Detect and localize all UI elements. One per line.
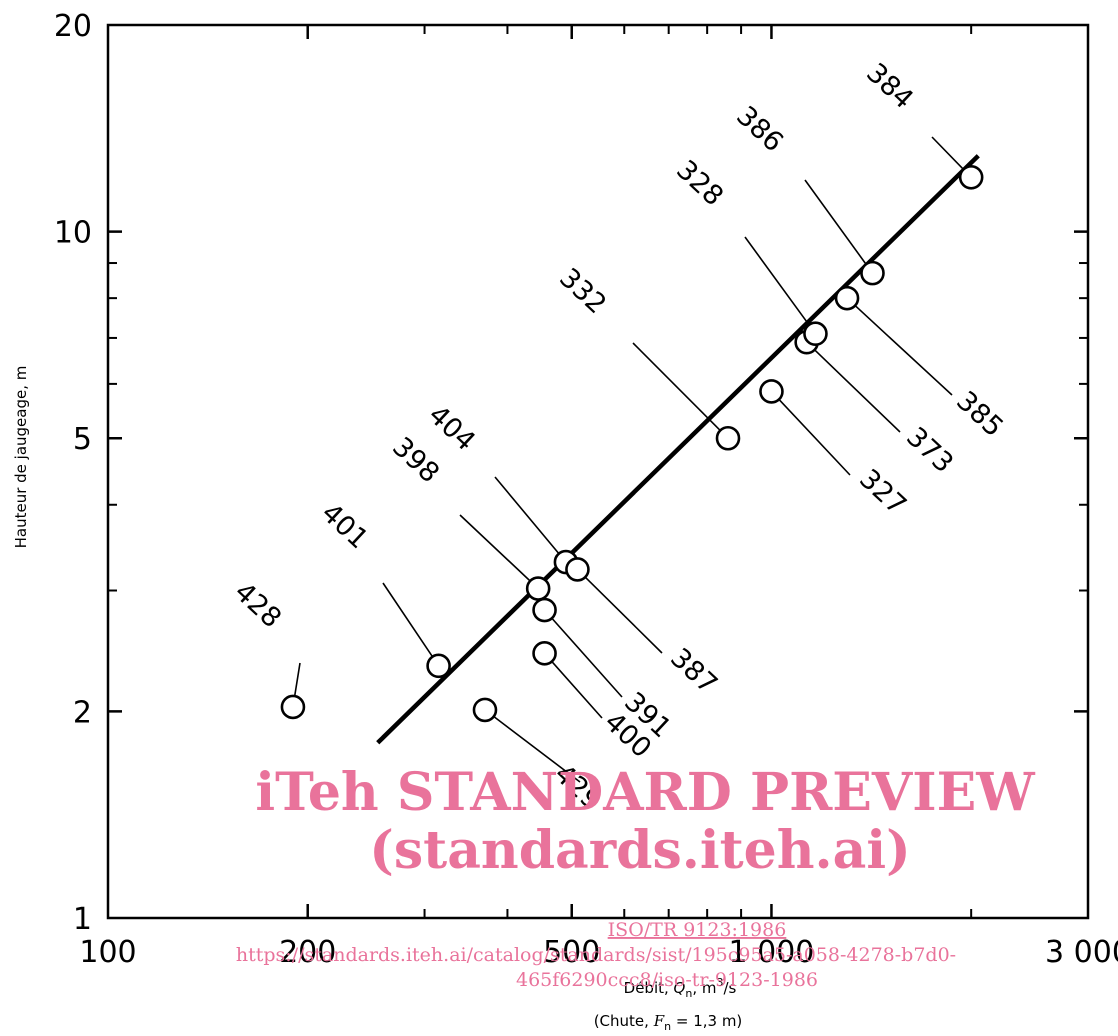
x-axis-note: (Chute, Fn = 1,3 m)	[594, 1012, 743, 1033]
y-axis-title: Hauteur de jaugeage, m	[12, 366, 30, 549]
data-point-391	[532, 597, 557, 623]
y-tick-label: 1	[73, 902, 92, 937]
leader-line-373	[814, 349, 901, 433]
leader-line-398	[459, 514, 531, 582]
point-label-385: 385	[950, 385, 1009, 443]
y-tick-label: 10	[54, 216, 92, 251]
fit-line-group	[376, 154, 980, 745]
watermark-url-line1[interactable]: https://standards.iteh.ai/catalog/standa…	[236, 944, 956, 966]
point-label-328: 328	[670, 154, 729, 212]
data-point-398	[525, 576, 551, 601]
data-point-327	[759, 379, 784, 404]
data-point-328	[803, 321, 828, 347]
leader-lines	[293, 136, 965, 783]
watermark-subtitle: (standards.iteh.ai)	[369, 820, 910, 881]
leader-line-428	[293, 662, 301, 697]
watermark-doc-ref[interactable]: ISO/TR 9123:1986	[608, 919, 787, 941]
watermark-url-line2[interactable]: 465f6290ccc8/iso-tr-9123-1986	[516, 969, 818, 991]
data-point-332	[715, 425, 741, 451]
x-tick-label: 100	[79, 935, 136, 970]
leader-line-384	[931, 136, 965, 170]
plot-border	[106, 23, 1090, 920]
x-tick-label: 3 000	[1045, 935, 1118, 970]
watermark: iTeh STANDARD PREVIEW (standards.iteh.ai…	[236, 762, 1036, 991]
leader-line-387	[584, 576, 663, 654]
data-point-429	[472, 697, 498, 723]
point-label-327: 327	[853, 463, 912, 521]
x-tick-label: 1 000	[729, 935, 815, 970]
point-label-387: 387	[664, 642, 723, 700]
leader-line-401	[382, 582, 434, 658]
leader-line-400	[551, 661, 603, 719]
data-point-384	[958, 164, 984, 190]
point-label-373: 373	[900, 421, 959, 479]
data-point-401	[426, 653, 451, 679]
x-axis-title: Débit, Qn, m3/s	[624, 976, 737, 1000]
point-label-384: 384	[860, 57, 919, 115]
data-point-400	[532, 641, 557, 666]
leader-line-332	[632, 342, 721, 432]
x-axis-ticks: 100 200 500 1 000 3 000	[79, 25, 1118, 970]
y-tick-label: 5	[73, 422, 92, 457]
leader-line-385	[854, 305, 953, 396]
fit-line	[376, 154, 980, 745]
data-point-387	[565, 557, 590, 582]
leader-line-327	[778, 398, 851, 476]
point-label-428: 428	[228, 576, 287, 634]
data-point-428	[280, 694, 306, 720]
point-label-332: 332	[553, 262, 612, 320]
data-points	[280, 164, 984, 723]
leader-line-404	[494, 476, 560, 555]
x-tick-label: 200	[279, 935, 336, 970]
leader-line-429	[493, 715, 581, 783]
point-labels: 4284294014003913984043873323273733283853…	[228, 57, 1009, 816]
leader-line-391	[551, 617, 623, 698]
data-point-385	[834, 285, 860, 311]
point-label-386: 386	[730, 100, 789, 158]
x-tick-label: 500	[543, 935, 600, 970]
watermark-title: iTeh STANDARD PREVIEW	[255, 762, 1036, 823]
plot-frame	[106, 23, 1090, 920]
y-axis-ticks: 1 2 5 10 20	[54, 9, 1088, 937]
leader-line-328	[744, 236, 810, 326]
point-label-404: 404	[422, 399, 481, 457]
point-label-398: 398	[386, 431, 445, 489]
y-tick-label: 20	[54, 9, 92, 44]
data-point-386	[860, 260, 885, 286]
point-label-401: 401	[315, 497, 374, 555]
y-tick-label: 2	[73, 695, 92, 730]
leader-line-386	[804, 179, 867, 265]
